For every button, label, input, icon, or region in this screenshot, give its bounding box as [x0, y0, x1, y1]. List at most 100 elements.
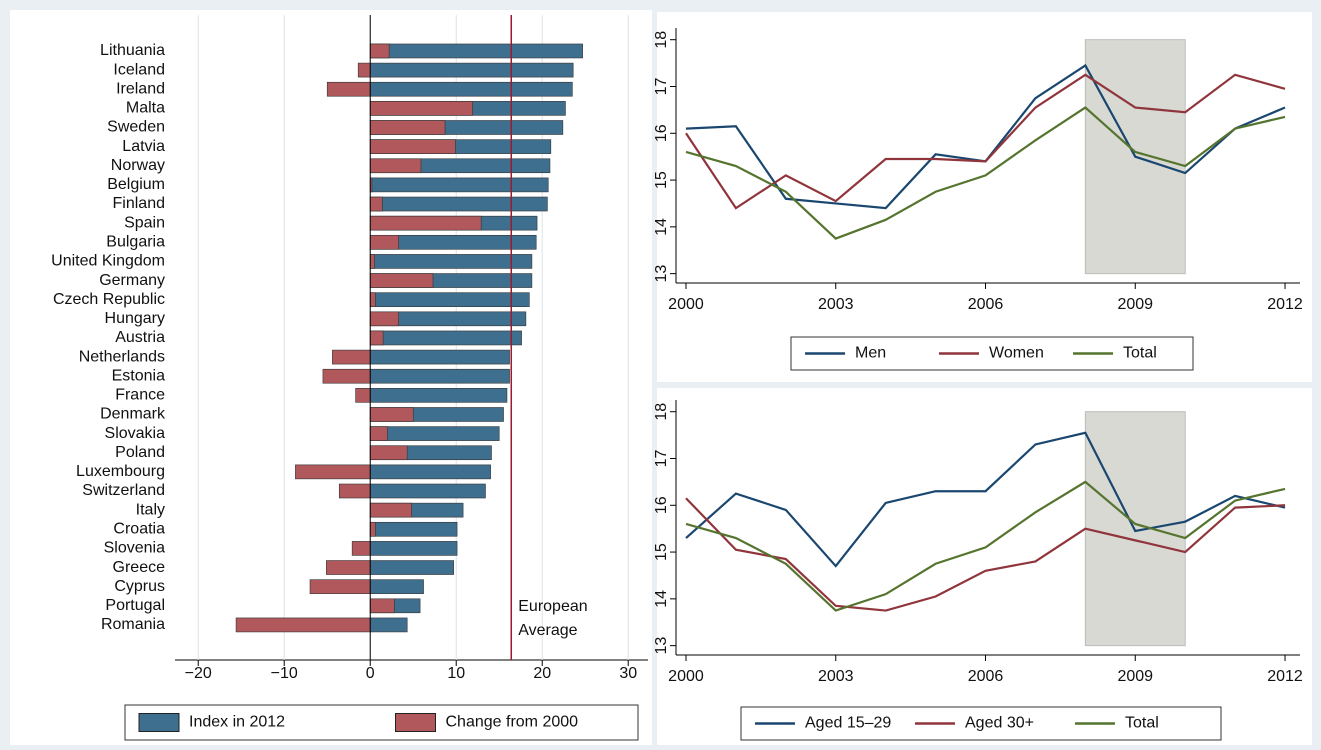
bar	[369, 426, 500, 441]
category-label: Bulgaria	[106, 234, 165, 251]
bar	[369, 177, 549, 193]
bar	[322, 368, 371, 384]
bar	[369, 330, 384, 346]
x-tick-label: 2006	[968, 668, 1004, 685]
y-tick-label: 16	[653, 496, 670, 514]
bar	[369, 196, 383, 212]
y-tick-label: 13	[653, 265, 670, 283]
bar	[369, 464, 491, 480]
bar	[338, 483, 371, 499]
bar	[355, 388, 371, 403]
bar	[369, 330, 522, 346]
bar	[326, 81, 371, 97]
category-label: Norway	[111, 157, 165, 174]
top-right-panel	[657, 12, 1312, 382]
bottom-right-panel	[657, 388, 1312, 745]
category-label: Ireland	[116, 80, 165, 97]
category-label: Slovenia	[104, 540, 165, 557]
bar	[295, 464, 371, 480]
y-tick-label: 18	[653, 403, 670, 421]
legend-box	[124, 704, 639, 741]
annotation: Average	[518, 622, 577, 639]
category-label: Finland	[113, 195, 165, 212]
bar	[369, 617, 408, 633]
bar	[369, 196, 548, 212]
category-label: Denmark	[100, 406, 166, 423]
bar	[369, 234, 399, 250]
category-label: Austria	[115, 329, 165, 346]
category-label: Poland	[115, 444, 165, 461]
y-tick-label: 18	[653, 31, 670, 49]
x-tick-label: −10	[271, 665, 298, 682]
y-tick-label: 14	[653, 590, 670, 608]
bar	[369, 43, 583, 59]
category-label: Estonia	[112, 367, 165, 384]
x-tick-label: −20	[185, 665, 212, 682]
legend-box	[790, 336, 1194, 371]
y-tick-label: 15	[653, 171, 670, 189]
x-tick-label: 2000	[668, 668, 704, 685]
bar	[369, 483, 486, 499]
bar	[332, 349, 371, 365]
line	[685, 106, 1286, 240]
bar	[369, 541, 458, 556]
legend-swatch	[138, 713, 180, 732]
y-tick-label: 14	[653, 218, 670, 236]
bar	[369, 445, 408, 461]
bar	[369, 273, 434, 288]
bar	[369, 502, 412, 518]
category-label: Sweden	[107, 119, 165, 136]
category-label: Slovakia	[105, 425, 166, 442]
bar	[369, 349, 510, 365]
annotation: European	[518, 598, 587, 615]
bar	[235, 617, 371, 633]
x-tick-label: 2009	[1117, 296, 1153, 313]
bar	[369, 388, 508, 403]
x-tick-label: 0	[366, 665, 375, 682]
bar	[369, 158, 422, 174]
y-tick-label: 15	[653, 543, 670, 561]
x-tick-label: 2003	[818, 296, 854, 313]
bar	[369, 560, 454, 575]
bar	[369, 521, 458, 537]
x-tick-label: 10	[447, 665, 465, 682]
x-tick-label: 2012	[1267, 668, 1303, 685]
bar	[309, 579, 371, 594]
bar	[369, 598, 395, 614]
category-label: France	[115, 387, 165, 404]
bar	[369, 368, 510, 384]
bar	[369, 120, 446, 135]
legend-label: Aged 30+	[965, 715, 1034, 732]
category-label: Cyprus	[114, 578, 165, 595]
x-tick-label: 30	[619, 665, 637, 682]
line	[685, 497, 1286, 612]
bar	[369, 254, 533, 269]
legend-swatch	[395, 713, 436, 732]
x-tick-label: 2009	[1117, 668, 1153, 685]
category-label: Netherlands	[79, 348, 165, 365]
legend-label: Total	[1123, 345, 1157, 362]
category-label: Hungary	[105, 310, 165, 327]
bar	[357, 62, 371, 78]
category-label: Iceland	[113, 61, 165, 78]
bar	[369, 139, 456, 154]
legend-label: Aged 15–29	[805, 715, 891, 732]
x-tick-label: 2012	[1267, 296, 1303, 313]
legend-label: Men	[855, 345, 886, 362]
bar	[369, 579, 424, 594]
x-tick-label: 20	[533, 665, 551, 682]
x-tick-label: 2000	[668, 296, 704, 313]
bar	[369, 101, 473, 116]
bar	[369, 81, 573, 97]
category-label: Lithuania	[100, 42, 165, 59]
bar	[351, 541, 371, 556]
line	[685, 431, 1286, 568]
y-tick-label: 13	[653, 637, 670, 655]
bar	[369, 43, 390, 59]
category-label: Romania	[101, 616, 165, 633]
x-tick-label: 2006	[968, 296, 1004, 313]
bar	[369, 407, 414, 422]
y-tick-label: 16	[653, 124, 670, 142]
